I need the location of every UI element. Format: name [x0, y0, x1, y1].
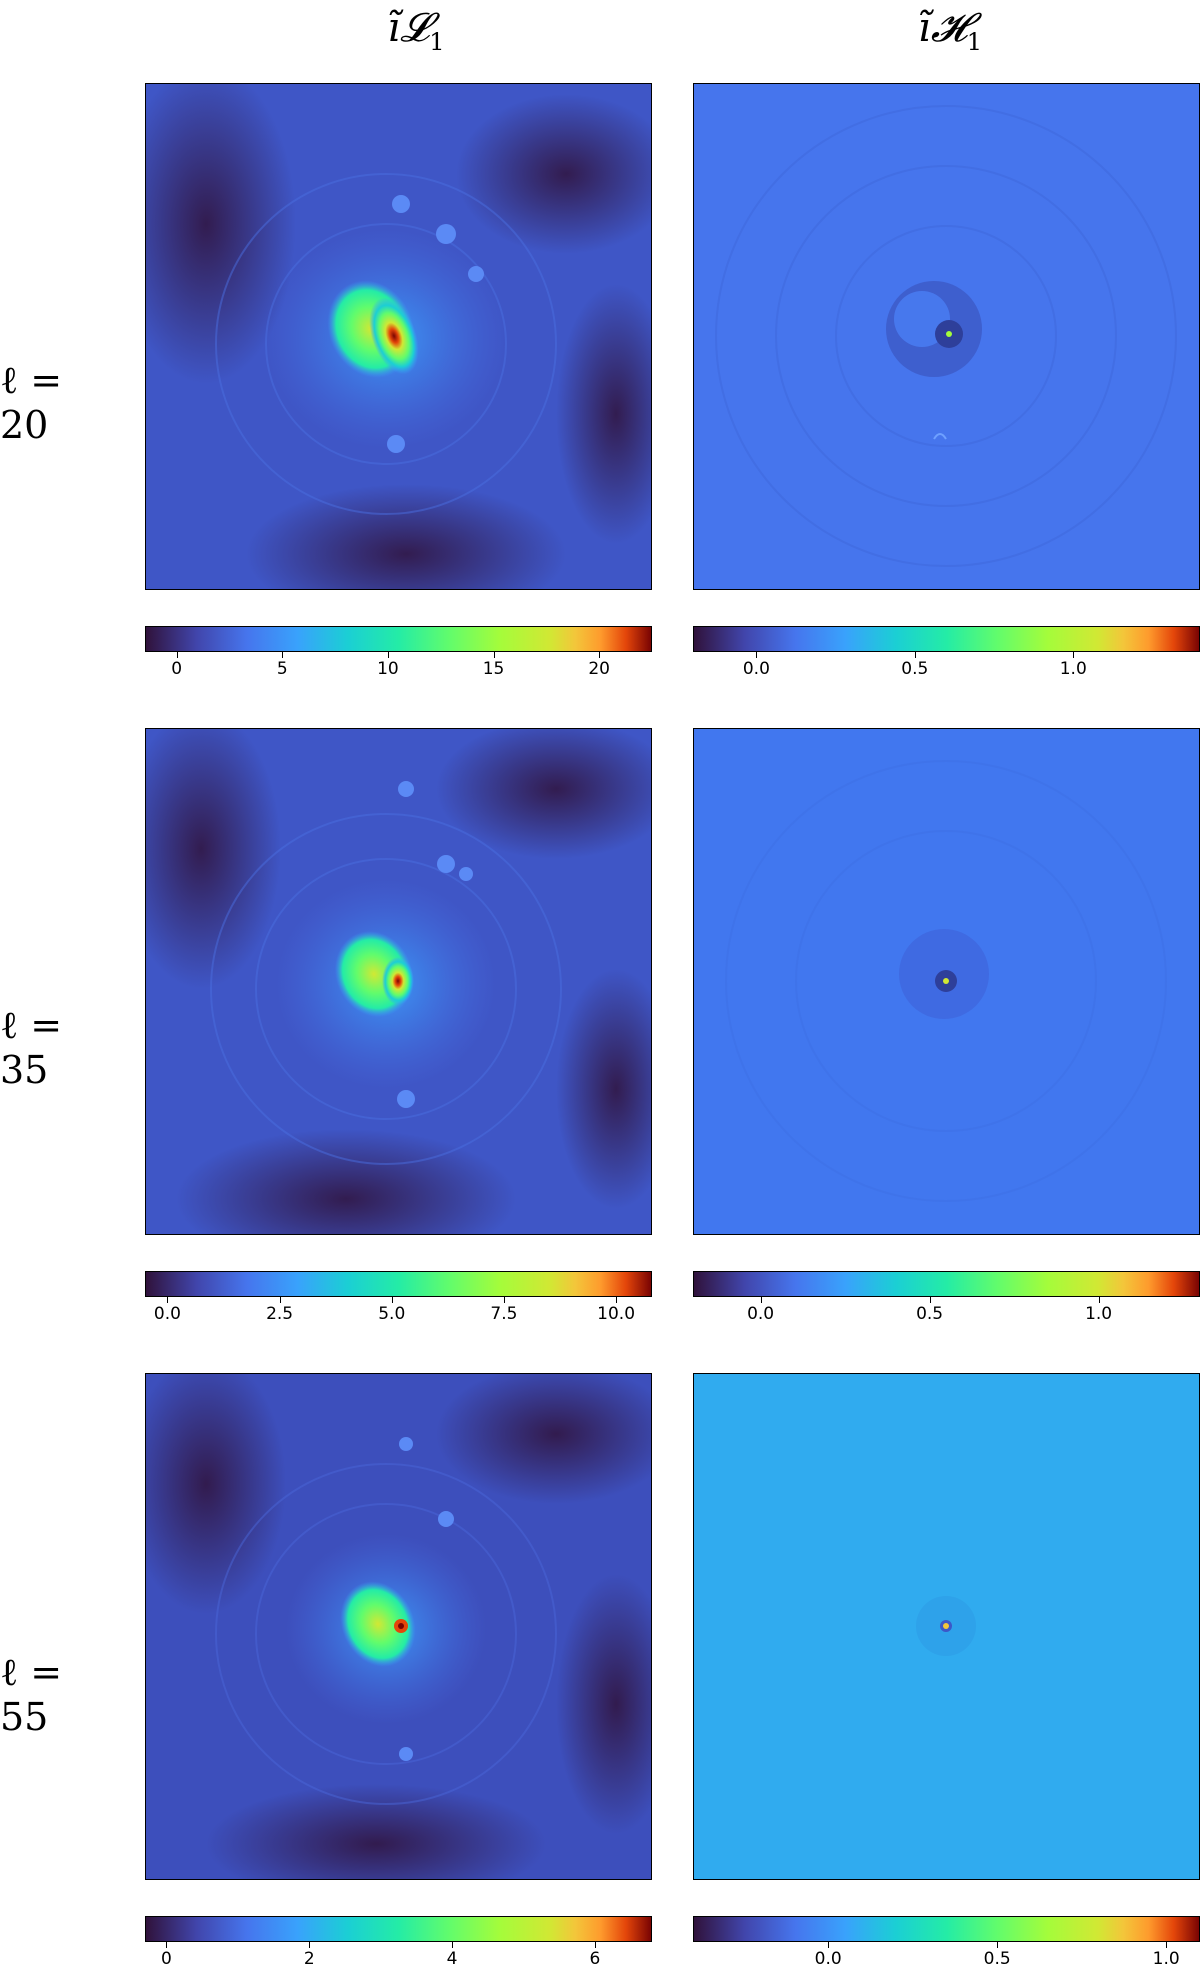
colorbar-tick-mark: [1166, 1942, 1168, 1948]
colorbar-tick-mark: [167, 1297, 169, 1303]
colorbar-tick-label: 4: [446, 1949, 458, 1969]
colorbar-tick-label: 10.0: [597, 1304, 636, 1324]
heatmap-l20-h1: [693, 83, 1200, 590]
colorbar-tick-label: 7.5: [490, 1304, 518, 1324]
colorbar-tick-label: 5.0: [378, 1304, 406, 1324]
colorbar-tick-mark: [166, 1942, 168, 1948]
heatmap-l35-h1: [693, 728, 1200, 1235]
colorbar-tick-label: 0: [171, 659, 183, 679]
colorbar-tick-mark: [452, 1942, 454, 1948]
column-title-h1: ĩ𝓗1: [917, 5, 983, 56]
colorbar-tick-mark: [929, 1297, 931, 1303]
colorbar-tick-mark: [1073, 652, 1075, 658]
colorbar-tick-label: 0: [161, 1949, 172, 1969]
colorbar-tick-mark: [493, 652, 495, 658]
colorbar-tick-mark: [594, 1942, 596, 1948]
colorbar-tick-mark: [391, 1297, 393, 1303]
colorbar-tick-mark: [997, 1942, 999, 1948]
colorbar-l55-h1: [693, 1916, 1200, 1942]
colorbar-tick-label: 20: [588, 659, 611, 679]
colorbar-tick-mark: [828, 1942, 830, 1948]
colorbar-l35-h1: [693, 1271, 1200, 1297]
colorbar-l20-h1: [693, 626, 1200, 652]
row-label-l55: ℓ = 55: [0, 1650, 63, 1739]
row-label-l20: ℓ = 20: [0, 358, 63, 447]
colorbar-tick-mark: [176, 652, 178, 658]
row-label-l35: ℓ = 35: [0, 1003, 63, 1092]
colorbar-tick-label: 0.0: [742, 659, 770, 679]
colorbar-tick-label: 1.0: [1152, 1949, 1180, 1969]
colorbar-tick-label: 0.5: [916, 1304, 944, 1324]
heatmap-l55-h1: [693, 1373, 1200, 1880]
colorbar-tick-label: 2.5: [266, 1304, 294, 1324]
column-title-l1: ĩ𝓛1: [387, 5, 445, 56]
colorbar-tick-label: 10: [377, 659, 399, 679]
colorbar-tick-label: 0.0: [747, 1304, 775, 1324]
heatmap-l20-l1: [145, 83, 652, 590]
colorbar-tick-mark: [309, 1942, 311, 1948]
colorbar-tick-mark: [1098, 1297, 1100, 1303]
colorbar-tick-mark: [387, 652, 389, 658]
colorbar-tick-mark: [599, 652, 601, 658]
colorbar-tick-mark: [616, 1297, 618, 1303]
colorbar-l35-l1: [145, 1271, 652, 1297]
colorbar-tick-label: 5: [276, 659, 288, 679]
colorbar-tick-label: 0.0: [814, 1949, 842, 1969]
colorbar-tick-mark: [914, 652, 916, 658]
colorbar-tick-label: 0.5: [901, 659, 929, 679]
colorbar-tick-mark: [282, 652, 284, 658]
colorbar-tick-label: 1.0: [1085, 1304, 1113, 1324]
colorbar-tick-label: 1.0: [1059, 659, 1087, 679]
colorbar-tick-label: 15: [482, 659, 505, 679]
colorbar-l20-l1: [145, 626, 652, 652]
colorbar-tick-mark: [756, 652, 758, 658]
heatmap-l35-l1: [145, 728, 652, 1235]
heatmap-l55-l1: [145, 1373, 652, 1880]
colorbar-tick-label: 2: [303, 1949, 315, 1969]
colorbar-tick-mark: [503, 1297, 505, 1303]
colorbar-tick-mark: [760, 1297, 762, 1303]
colorbar-l55-l1: [145, 1916, 652, 1942]
colorbar-tick-label: 0.5: [983, 1949, 1011, 1969]
colorbar-tick-label: 6: [589, 1949, 601, 1969]
colorbar-tick-label: 0.0: [153, 1304, 181, 1324]
colorbar-tick-mark: [279, 1297, 281, 1303]
